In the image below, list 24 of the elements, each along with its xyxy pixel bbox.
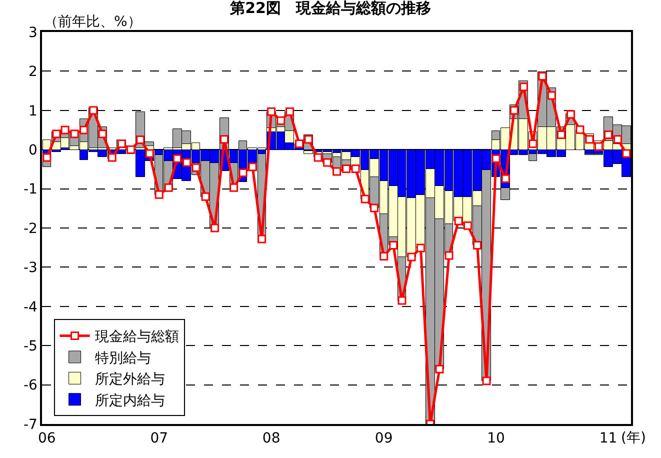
y-axis-title: （前年比、%） xyxy=(44,14,142,30)
legend-label: 所定内給与 xyxy=(94,392,165,409)
legend-label: 現金給与総額 xyxy=(94,329,179,346)
y-tick-label: 2 xyxy=(28,64,38,80)
x-tick-label: 08 xyxy=(262,430,280,447)
chart-title: 第22図 現金給与総額の推移 xyxy=(229,0,431,17)
x-tick-label: 11 xyxy=(599,430,618,447)
x-axis-title: (年) xyxy=(621,430,646,446)
y-tick-label: -6 xyxy=(23,378,38,394)
y-tick-label: -5 xyxy=(23,338,38,354)
x-tick-label: 10 xyxy=(487,430,505,447)
y-tick-label: -2 xyxy=(23,220,38,237)
x-tick-label: 09 xyxy=(374,430,393,447)
y-tick-label: -7 xyxy=(23,416,38,433)
x-tick-label: 06 xyxy=(38,430,56,447)
legend-label: 所定外給与 xyxy=(94,372,165,388)
y-tick-label: -4 xyxy=(23,299,38,316)
y-tick-label: -3 xyxy=(23,260,38,276)
y-tick-label: -1 xyxy=(23,182,38,198)
y-tick-label: 0 xyxy=(28,142,38,158)
x-tick-label: 07 xyxy=(150,430,168,447)
legend-label: 特別給与 xyxy=(94,350,151,366)
y-tick-label: 1 xyxy=(28,103,38,120)
y-tick-label: 3 xyxy=(28,24,38,41)
